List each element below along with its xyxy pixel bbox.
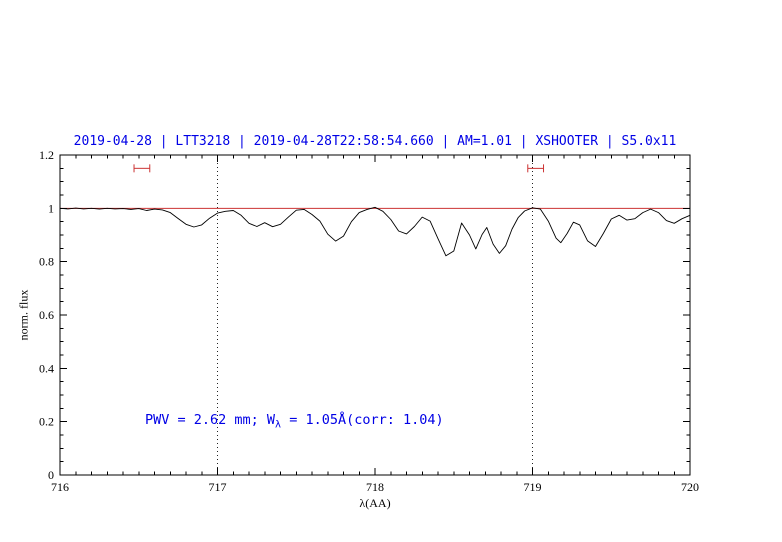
y-tick-label: 0.2 xyxy=(39,415,54,429)
annotation-text-post: = 1.05Å(corr: 1.04) xyxy=(281,412,444,428)
x-tick-label: 720 xyxy=(681,480,699,494)
spectrum-line xyxy=(59,206,691,257)
x-tick-label: 716 xyxy=(51,480,69,494)
x-tick-label: 717 xyxy=(209,480,227,494)
x-axis-label: λ(AA) xyxy=(359,496,391,510)
y-tick-label: 1 xyxy=(48,201,54,215)
annotation-subscript: λ xyxy=(275,419,282,431)
x-tick-label: 718 xyxy=(366,480,384,494)
y-tick-label: 0.6 xyxy=(39,308,54,322)
pwv-annotation: PWV = 2.62 mm; Wλ = 1.05Å(corr: 1.04) xyxy=(145,412,444,431)
y-tick-label: 1.2 xyxy=(39,148,54,162)
y-tick-label: 0.4 xyxy=(39,361,54,375)
y-tick-label: 0 xyxy=(48,468,54,482)
plot-title: 2019-04-28 | LTT3218 | 2019-04-28T22:58:… xyxy=(73,134,677,149)
y-axis-label: norm. flux xyxy=(16,289,31,341)
x-tick-label: 719 xyxy=(524,480,542,494)
annotation-text-pre: PWV = 2.62 mm; W xyxy=(145,412,276,428)
y-tick-label: 0.8 xyxy=(39,255,54,269)
